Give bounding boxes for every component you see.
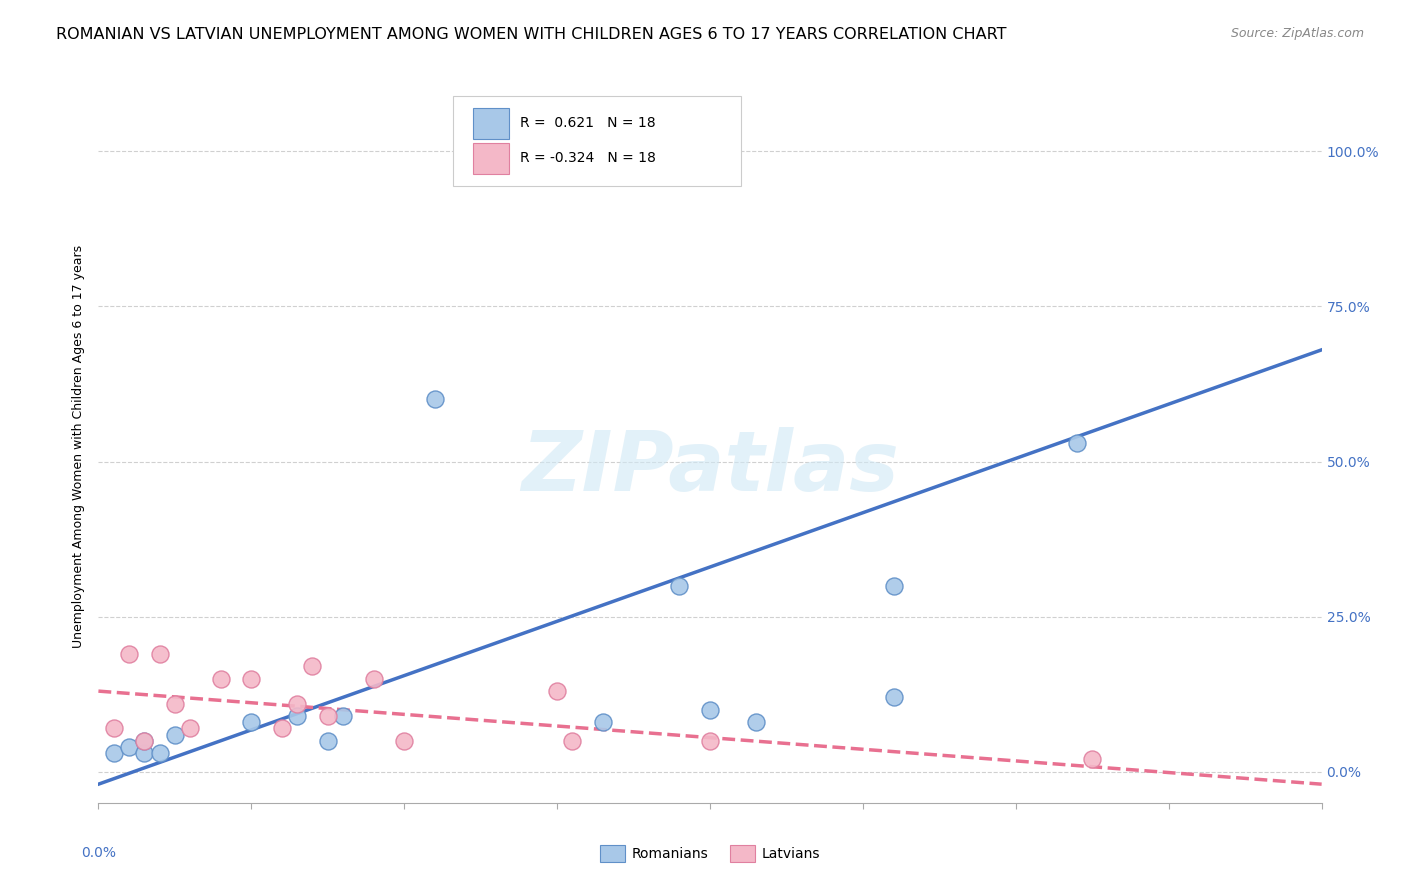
Point bbox=[363, 672, 385, 686]
Point bbox=[546, 684, 568, 698]
Point bbox=[699, 703, 721, 717]
Point bbox=[668, 579, 690, 593]
Point bbox=[592, 715, 614, 730]
Point bbox=[423, 392, 446, 407]
Point bbox=[240, 672, 263, 686]
FancyBboxPatch shape bbox=[472, 143, 509, 174]
Y-axis label: Unemployment Among Women with Children Ages 6 to 17 years: Unemployment Among Women with Children A… bbox=[72, 244, 84, 648]
Point bbox=[134, 746, 156, 760]
Point bbox=[332, 709, 354, 723]
FancyBboxPatch shape bbox=[453, 96, 741, 186]
Point bbox=[301, 659, 323, 673]
Point bbox=[1066, 436, 1088, 450]
Point bbox=[316, 733, 339, 747]
Text: R = -0.324   N = 18: R = -0.324 N = 18 bbox=[520, 152, 657, 165]
Point bbox=[699, 733, 721, 747]
Legend: Romanians, Latvians: Romanians, Latvians bbox=[595, 839, 825, 867]
Point bbox=[285, 697, 308, 711]
Point bbox=[745, 715, 768, 730]
Point bbox=[134, 733, 156, 747]
Point bbox=[163, 727, 186, 741]
Point bbox=[149, 746, 172, 760]
Point bbox=[118, 739, 141, 754]
Point bbox=[285, 709, 308, 723]
Text: R =  0.621   N = 18: R = 0.621 N = 18 bbox=[520, 117, 657, 130]
Point bbox=[240, 715, 263, 730]
Point bbox=[270, 722, 294, 736]
Point bbox=[561, 733, 583, 747]
Point bbox=[149, 647, 172, 661]
Point bbox=[883, 690, 905, 705]
Point bbox=[103, 746, 125, 760]
Point bbox=[883, 579, 905, 593]
Text: ZIPatlas: ZIPatlas bbox=[522, 427, 898, 508]
Point bbox=[103, 722, 125, 736]
Point bbox=[316, 709, 339, 723]
Text: 0.0%: 0.0% bbox=[82, 846, 115, 860]
Point bbox=[179, 722, 201, 736]
Text: Source: ZipAtlas.com: Source: ZipAtlas.com bbox=[1230, 27, 1364, 40]
Point bbox=[163, 697, 186, 711]
Point bbox=[118, 647, 141, 661]
Point bbox=[134, 733, 156, 747]
Point bbox=[1081, 752, 1104, 766]
FancyBboxPatch shape bbox=[472, 108, 509, 139]
Point bbox=[209, 672, 232, 686]
Point bbox=[392, 733, 416, 747]
Text: ROMANIAN VS LATVIAN UNEMPLOYMENT AMONG WOMEN WITH CHILDREN AGES 6 TO 17 YEARS CO: ROMANIAN VS LATVIAN UNEMPLOYMENT AMONG W… bbox=[56, 27, 1007, 42]
